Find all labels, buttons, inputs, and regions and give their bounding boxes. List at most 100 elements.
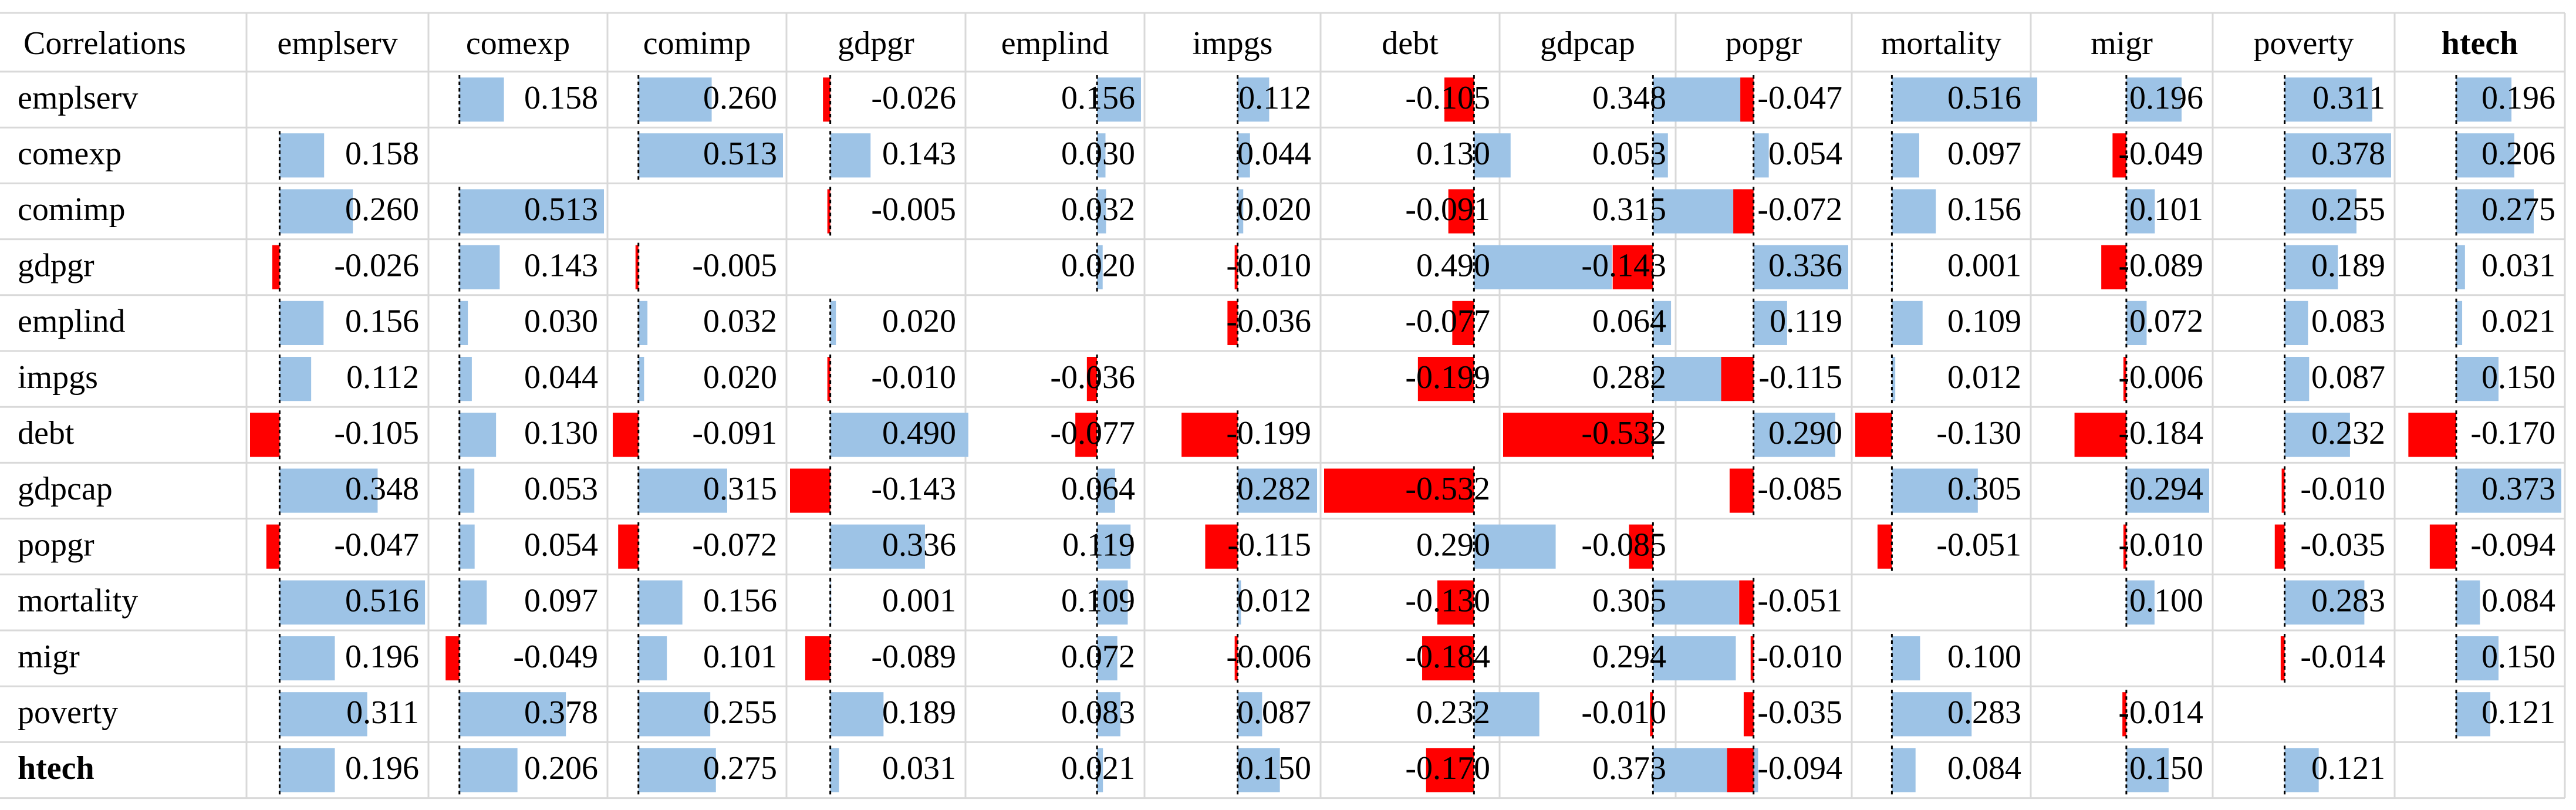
data-label: 0.206: [524, 750, 598, 787]
data-label: 0.012: [1237, 583, 1311, 619]
data-bar: [613, 413, 639, 457]
data-bar: [279, 133, 325, 178]
data-bar: [1753, 413, 1835, 457]
data-label: 0.064: [1592, 303, 1666, 340]
data-label: -0.035: [2300, 526, 2385, 563]
data-bar: [2456, 357, 2499, 401]
data-label: 0.378: [2311, 136, 2385, 172]
column-header: popgr: [1726, 25, 1802, 62]
column-header: gdpgr: [838, 25, 914, 62]
data-bar: [2280, 636, 2285, 681]
data-bar: [830, 413, 968, 457]
data-label: 0.130: [524, 415, 598, 451]
column-header: gdpcap: [1540, 25, 1635, 62]
data-label: -0.005: [692, 247, 777, 284]
data-bar: [1234, 245, 1238, 289]
data-bar: [266, 524, 280, 569]
data-bar: [1474, 692, 1539, 737]
data-bar: [638, 636, 667, 681]
data-bar: [2112, 133, 2126, 178]
data-bar: [2456, 636, 2499, 681]
data-label: 0.311: [2312, 80, 2385, 116]
data-bar: [635, 245, 639, 289]
data-label: 0.020: [703, 359, 777, 396]
row-label: debt: [18, 415, 75, 451]
data-label: 0.030: [524, 303, 598, 340]
data-bar: [279, 468, 378, 513]
data-bar: [1503, 413, 1653, 457]
data-bar: [1892, 301, 1923, 345]
data-label: -0.143: [871, 471, 956, 507]
data-label: -0.170: [2470, 415, 2555, 451]
data-label: 0.490: [1416, 247, 1490, 284]
data-bar: [830, 580, 832, 625]
data-label: -0.089: [2118, 247, 2203, 284]
data-bar: [2284, 580, 2365, 625]
data-bar: [1727, 748, 1754, 792]
data-bar: [459, 245, 500, 289]
data-label: 0.150: [1237, 750, 1311, 787]
data-bar: [2284, 77, 2372, 122]
data-label: -0.051: [1757, 583, 1842, 619]
data-label: 0.130: [1416, 136, 1490, 172]
data-bar: [1892, 245, 1893, 289]
data-label: 0.378: [524, 694, 598, 731]
data-bar: [638, 580, 683, 625]
data-label: 0.196: [345, 750, 419, 787]
data-bar: [1750, 636, 1754, 681]
data-bar: [805, 636, 830, 681]
column-header: emplserv: [277, 25, 397, 62]
data-bar: [1086, 357, 1098, 401]
data-label: -0.049: [2118, 136, 2203, 172]
data-label: 0.012: [1947, 359, 2021, 396]
data-bar: [1426, 748, 1474, 792]
data-bar: [1444, 77, 1474, 122]
row-label: emplind: [18, 303, 126, 340]
data-bar: [1892, 468, 1978, 513]
data-label: -0.077: [1050, 415, 1135, 451]
data-bar: [459, 468, 475, 513]
data-bar: [1097, 580, 1128, 625]
data-label: 0.315: [1592, 191, 1666, 228]
data-label: 0.087: [1237, 694, 1311, 731]
data-bar: [1417, 357, 1474, 401]
data-label: 0.158: [524, 80, 598, 116]
data-label: 0.072: [2129, 303, 2203, 340]
data-label: 0.083: [2311, 303, 2385, 340]
data-label: -0.026: [334, 247, 419, 284]
data-bar: [1653, 357, 1733, 401]
data-label: 0.097: [1947, 136, 2021, 172]
data-bar: [459, 301, 468, 345]
data-label: 0.020: [1237, 191, 1311, 228]
data-bar: [618, 524, 639, 569]
data-bar: [2429, 524, 2456, 569]
row-label: gdpgr: [18, 247, 94, 284]
data-bar: [1753, 133, 1769, 178]
zero-axes: [278, 75, 2457, 795]
data-label: 0.255: [703, 694, 777, 731]
data-label: 0.119: [1770, 303, 1842, 340]
data-label: -0.085: [1581, 526, 1666, 563]
data-bar: [638, 357, 644, 401]
data-label: 0.032: [1061, 191, 1135, 228]
data-bar: [272, 245, 280, 289]
data-label: 0.001: [882, 583, 956, 619]
data-bar: [1097, 524, 1131, 569]
data-label: 0.101: [703, 639, 777, 675]
data-bar: [279, 692, 367, 737]
data-bar: [2126, 189, 2155, 234]
data-label: 0.282: [1592, 359, 1666, 396]
data-label: -0.199: [1226, 415, 1311, 451]
data-label: 0.156: [345, 303, 419, 340]
data-label: 0.064: [1061, 471, 1135, 507]
row-label: htech: [18, 750, 94, 787]
data-label: -0.036: [1226, 303, 1311, 340]
data-label: 0.516: [1947, 80, 2021, 116]
data-label: 0.373: [1592, 750, 1666, 787]
data-label: -0.010: [2300, 471, 2385, 507]
data-label: 0.109: [1947, 303, 2021, 340]
data-label: 0.189: [882, 694, 956, 731]
data-bar: [459, 580, 487, 625]
data-label: 0.206: [2482, 136, 2555, 172]
